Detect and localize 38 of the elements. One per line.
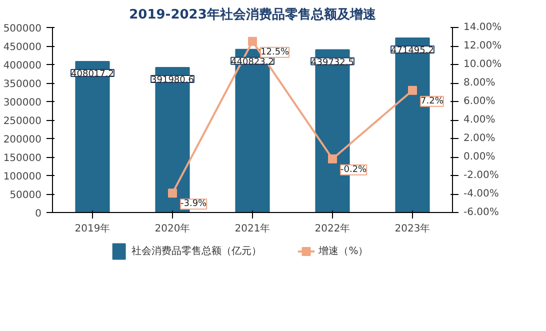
x-tick-label: 2023年	[394, 222, 430, 234]
point	[168, 188, 177, 198]
y2-tick-label: 8.00%	[464, 78, 496, 88]
y2-tick-label: 12.00%	[464, 40, 502, 52]
point	[328, 154, 337, 164]
x-tick-label: 2021年	[234, 222, 270, 234]
y2-tick-label: -4.00%	[464, 188, 499, 200]
y-tick-label: 100000	[3, 172, 42, 182]
y2-tick-label: 0.00%	[464, 152, 496, 162]
point	[408, 86, 417, 95]
y2-tick-label: 4.00%	[464, 114, 496, 126]
y2-tick-label: -2.00%	[464, 170, 499, 181]
legend-label: 增速（%）	[318, 245, 368, 257]
y2-tick-label: 10.00%	[464, 59, 502, 70]
y2-tick-label: 6.00%	[464, 96, 496, 107]
x-tick-label: 2019年	[74, 222, 110, 234]
x-tick-label: 2020年	[154, 222, 190, 234]
data-label: -0.2%	[340, 164, 368, 175]
y-tick-label: 250000	[3, 116, 42, 127]
y-tick-label: 500000	[3, 24, 42, 34]
x-tick-label: 2022年	[314, 222, 350, 234]
y2-tick-label: 2.00%	[464, 133, 496, 144]
y-tick-label: 200000	[3, 134, 42, 146]
y-tick-label: 300000	[3, 98, 42, 108]
y-tick-label: 450000	[3, 42, 42, 53]
y2-tick-label: -6.00%	[464, 207, 499, 218]
data-label: -3.9%	[180, 199, 208, 210]
y-tick-label: 50000	[10, 190, 42, 201]
y-tick-label: 0	[35, 208, 42, 220]
point	[248, 36, 257, 46]
legend-label: 社会消费品零售总额（亿元）	[132, 245, 262, 257]
y-tick-label: 150000	[3, 153, 42, 164]
y-tick-label: 350000	[3, 79, 42, 90]
data-label: 12.5%	[260, 47, 290, 58]
y-tick-label: 400000	[3, 60, 42, 72]
y2-tick-label: 14.00%	[464, 22, 502, 33]
chart-title: 2019-2023年社会消费品零售总额及增速	[129, 6, 377, 22]
data-label: 7.2%	[420, 96, 444, 106]
